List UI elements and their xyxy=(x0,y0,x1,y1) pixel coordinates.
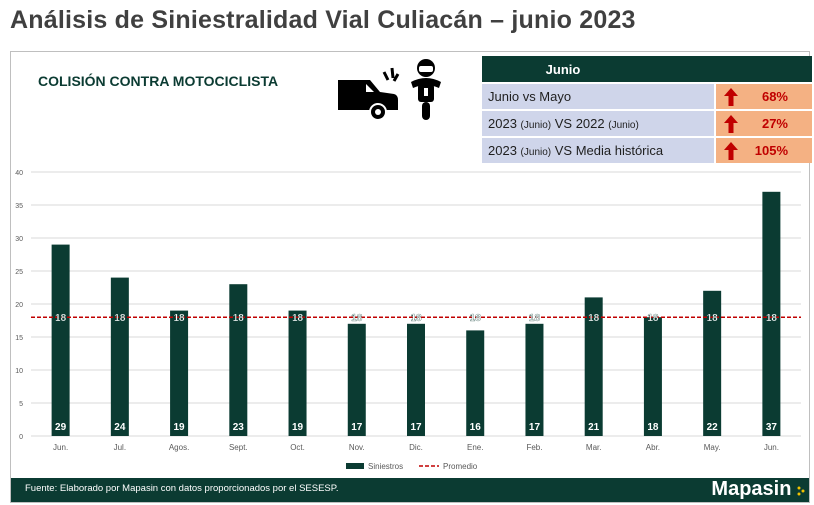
summary-row: 2023 (Junio) VS 2022 (Junio) 27% xyxy=(482,109,812,136)
average-value-label: 18 xyxy=(707,313,719,324)
up-arrow-icon xyxy=(724,115,738,133)
x-tick-label: Jul. xyxy=(114,443,126,452)
x-tick-label: Dic. xyxy=(409,443,423,452)
up-arrow-icon xyxy=(724,142,738,160)
average-value-label: 18 xyxy=(470,313,482,324)
average-value-label: 18 xyxy=(114,313,126,324)
legend-label-siniestros: Siniestros xyxy=(368,462,403,471)
average-value-label: 18 xyxy=(410,313,422,324)
bar-value-label: 17 xyxy=(410,422,422,433)
bar-value-label: 19 xyxy=(292,422,304,433)
y-tick-label: 20 xyxy=(15,302,23,309)
average-value-label: 18 xyxy=(174,313,186,324)
motorcyclist-icon xyxy=(411,59,441,120)
bar-value-label: 17 xyxy=(351,422,363,433)
bar-value-label: 29 xyxy=(55,422,67,433)
average-value-label: 18 xyxy=(233,313,245,324)
brand-dots-icon xyxy=(797,486,805,496)
average-value-label: 18 xyxy=(351,313,363,324)
bar-value-label: 24 xyxy=(114,422,126,433)
summary-row-value: 27% xyxy=(714,109,812,136)
bar-value-label: 18 xyxy=(647,422,659,433)
summary-row: Junio vs Mayo 68% xyxy=(482,82,812,109)
x-tick-label: Jun. xyxy=(53,443,68,452)
legend-swatch-siniestros xyxy=(346,463,364,469)
bar xyxy=(407,323,425,436)
x-tick-label: Sept. xyxy=(229,443,248,452)
bar xyxy=(288,310,307,436)
average-value-label: 18 xyxy=(766,313,778,324)
x-tick-label: Nov. xyxy=(349,443,365,452)
page-title: Análisis de Siniestralidad Vial Culiacán… xyxy=(10,6,636,34)
bar xyxy=(229,284,248,436)
bar xyxy=(525,323,544,436)
chart-panel: COLISIÓN CONTRA MOTOCICLISTA Junio Junio… xyxy=(10,51,812,503)
summary-row-label: 2023 (Junio) VS 2022 (Junio) xyxy=(482,109,714,136)
x-tick-label: Abr. xyxy=(646,443,660,452)
x-tick-label: Mar. xyxy=(586,443,602,452)
x-tick-label: Oct. xyxy=(290,443,305,452)
car-crash-icon xyxy=(338,67,400,121)
x-tick-label: Feb. xyxy=(526,443,542,452)
y-tick-label: 40 xyxy=(15,170,23,177)
bar xyxy=(643,317,662,436)
average-value-label: 18 xyxy=(529,313,541,324)
legend-label-promedio: Promedio xyxy=(443,462,478,471)
bar xyxy=(762,191,781,436)
average-value-label: 18 xyxy=(647,313,659,324)
summary-row-value: 68% xyxy=(714,82,812,109)
bar xyxy=(466,330,485,436)
bar xyxy=(51,244,70,436)
average-value-label: 18 xyxy=(55,313,67,324)
brand-logo: Mapasin xyxy=(711,478,792,500)
bar-value-label: 19 xyxy=(174,422,186,433)
bar-value-label: 23 xyxy=(233,422,245,433)
y-tick-label: 15 xyxy=(15,335,23,342)
bar-value-label: 21 xyxy=(588,422,600,433)
x-tick-label: Agos. xyxy=(169,443,189,452)
bar xyxy=(170,310,189,436)
y-tick-label: 35 xyxy=(15,203,23,210)
bar xyxy=(347,323,366,436)
bar-value-label: 37 xyxy=(766,422,778,433)
bar-value-label: 17 xyxy=(529,422,541,433)
y-tick-label: 30 xyxy=(15,236,23,243)
footer-bar: Fuente: Elaborado por Mapasin con datos … xyxy=(11,478,809,502)
y-tick-label: 5 xyxy=(19,401,23,408)
bar-value-label: 16 xyxy=(470,422,482,433)
bar-value-label: 22 xyxy=(707,422,719,433)
bar xyxy=(703,290,722,436)
y-tick-label: 0 xyxy=(19,434,23,441)
x-tick-label: Ene. xyxy=(467,443,483,452)
bar xyxy=(110,277,129,436)
summary-row-value: 105% xyxy=(714,136,812,163)
summary-row: 2023 (Junio) VS Media histórica 105% xyxy=(482,136,812,163)
y-tick-label: 25 xyxy=(15,269,23,276)
average-value-label: 18 xyxy=(292,313,304,324)
summary-header: Junio xyxy=(482,56,714,82)
bar xyxy=(584,297,603,436)
x-tick-label: May. xyxy=(704,443,721,452)
x-tick-label: Jun. xyxy=(764,443,779,452)
chart-subtitle: COLISIÓN CONTRA MOTOCICLISTA xyxy=(38,73,279,89)
summary-row-label: Junio vs Mayo xyxy=(482,82,714,109)
source-note: Fuente: Elaborado por Mapasin con datos … xyxy=(25,483,339,494)
bar-chart: 0 5 10 15 20 25 30 35 40 29 Jun. 24 Jul. 19 Agos. 23 Sep… xyxy=(15,170,801,471)
average-value-label: 18 xyxy=(588,313,600,324)
y-tick-label: 10 xyxy=(15,368,23,375)
summary-table: Junio Junio vs Mayo 68% 2023 (Junio) VS … xyxy=(482,56,812,163)
up-arrow-icon xyxy=(724,88,738,106)
summary-row-label: 2023 (Junio) VS Media histórica xyxy=(482,136,714,163)
